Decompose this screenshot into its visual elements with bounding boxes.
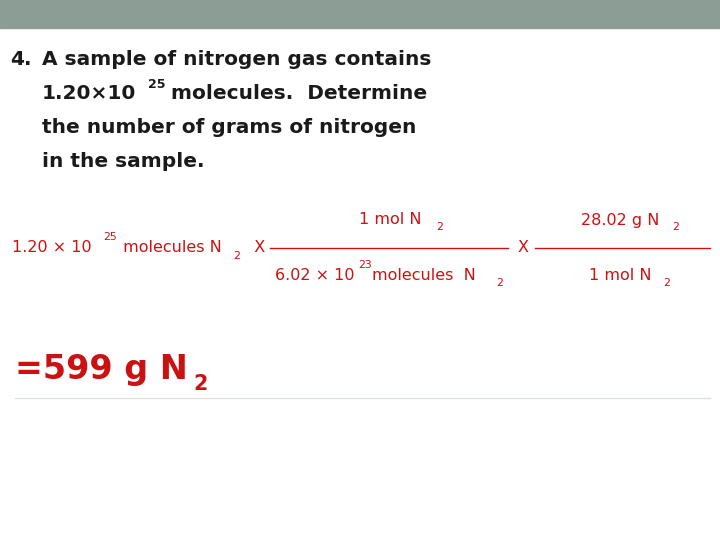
Text: 1.20×10: 1.20×10	[42, 84, 136, 103]
Text: 25: 25	[148, 78, 166, 91]
Text: 1 mol N: 1 mol N	[589, 268, 652, 284]
Text: X: X	[518, 240, 529, 255]
Text: 2: 2	[496, 278, 503, 288]
Text: molecules N: molecules N	[118, 240, 222, 255]
Text: 1 mol N: 1 mol N	[359, 213, 421, 227]
Text: 28.02 g N: 28.02 g N	[581, 213, 660, 227]
Bar	[0, 0, 720, 28]
Text: 2: 2	[436, 222, 443, 232]
Text: 1.20 × 10: 1.20 × 10	[12, 240, 91, 255]
Text: 4.: 4.	[10, 50, 32, 69]
Text: in the sample.: in the sample.	[42, 152, 204, 171]
Text: the number of grams of nitrogen: the number of grams of nitrogen	[42, 118, 416, 137]
Text: 2: 2	[663, 278, 670, 288]
Text: 2: 2	[193, 374, 207, 394]
Text: =599 g N: =599 g N	[15, 354, 188, 387]
Text: X: X	[244, 240, 265, 255]
Text: molecules.  Determine: molecules. Determine	[164, 84, 427, 103]
Text: 25: 25	[103, 232, 117, 242]
Text: 23: 23	[358, 260, 372, 270]
Text: 2: 2	[672, 222, 679, 232]
Text: molecules  N: molecules N	[372, 268, 476, 284]
Text: 2: 2	[233, 251, 240, 261]
Text: A sample of nitrogen gas contains: A sample of nitrogen gas contains	[42, 50, 431, 69]
Text: 6.02 × 10: 6.02 × 10	[275, 268, 354, 284]
